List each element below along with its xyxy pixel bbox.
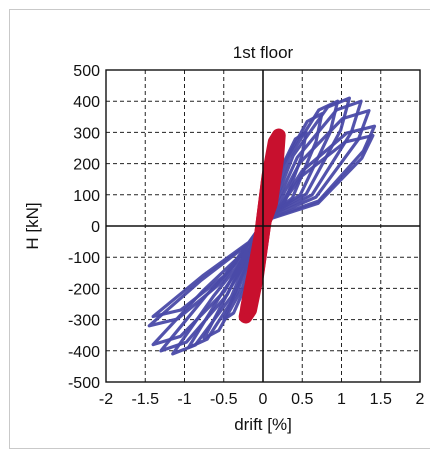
- y-tick-label: 300: [73, 125, 100, 142]
- y-axis-label: H [kN]: [23, 202, 42, 249]
- x-tick-label: 1.5: [370, 391, 392, 408]
- y-tick-label: 500: [73, 63, 100, 80]
- loop-8: [151, 133, 375, 319]
- y-tick-label: 200: [73, 157, 100, 174]
- y-tick-label: 100: [73, 188, 100, 205]
- y-tick-label: -400: [68, 344, 100, 361]
- y-tick-label: -500: [68, 375, 100, 392]
- loop-6: [151, 109, 371, 347]
- y-tick-label: -200: [68, 281, 100, 298]
- x-axis-label: drift [%]: [234, 415, 292, 434]
- tick-labels: -2 -1.5 -1 -0.5 0 0.5 1 1.5 2 500 400 300 200 100 0 -10…: [68, 63, 425, 408]
- loop-2: [240, 137, 285, 315]
- y-tick-label: -100: [68, 250, 100, 267]
- series-layer: [147, 96, 377, 356]
- x-tick-label: -1.5: [131, 391, 159, 408]
- x-tick-label: 1: [337, 391, 346, 408]
- x-tick-label: 0.5: [291, 391, 313, 408]
- y-tick-label: -300: [68, 313, 100, 330]
- x-tick-label: -2: [99, 391, 113, 408]
- x-tick-label: 0: [259, 391, 268, 408]
- axes: [105, 69, 421, 383]
- hysteresis-chart: 1st floor -2 -1.5 -1 -0.5 0 0.5 1 1.5 2 500 400 300…: [23, 43, 425, 434]
- figure-panel: 1st floor -2 -1.5 -1 -0.5 0 0.5 1 1.5 2 500 400 300…: [9, 9, 430, 449]
- y-tick-label: 0: [91, 219, 100, 236]
- series-2: [238, 128, 286, 324]
- chart-title: 1st floor: [233, 43, 294, 62]
- x-tick-label: 2: [416, 391, 425, 408]
- x-tick-label: -1: [177, 391, 191, 408]
- x-tick-label: -0.5: [210, 391, 238, 408]
- y-tick-label: 400: [73, 94, 100, 111]
